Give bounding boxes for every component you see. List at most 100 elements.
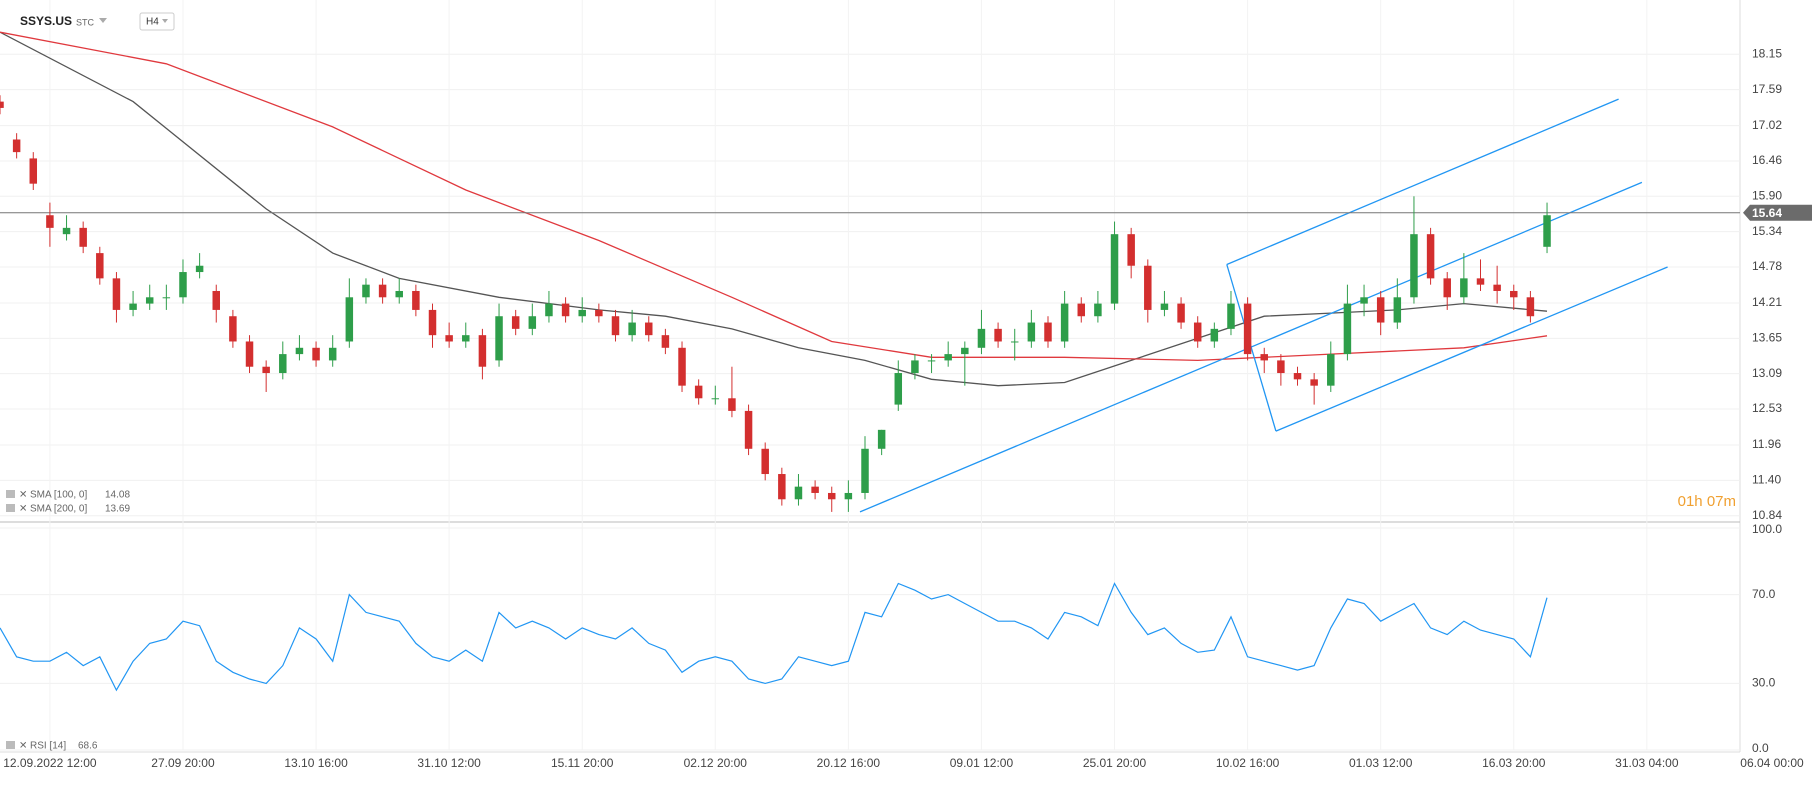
- candle-body: [844, 492, 853, 500]
- candle-body: [944, 354, 952, 361]
- y-tick-label: 15.90: [1752, 188, 1782, 202]
- candle-body: [1127, 234, 1135, 266]
- exchange: STC: [76, 17, 95, 27]
- candle-body: [12, 139, 21, 153]
- legend-x[interactable]: ✕: [19, 490, 27, 501]
- y-tick-label: 11.40: [1752, 473, 1781, 487]
- candle-body: [877, 429, 886, 449]
- candle-body: [811, 486, 819, 493]
- candle-body: [462, 335, 470, 342]
- candle-body: [1243, 303, 1252, 355]
- interval-box[interactable]: [139, 12, 175, 31]
- candle-body: [279, 354, 287, 374]
- candle-body: [595, 309, 603, 317]
- y-tick-label: 10.84: [1752, 508, 1782, 522]
- candle-body: [96, 253, 104, 279]
- candle-body: [561, 303, 570, 317]
- y-tick-label: 13.65: [1752, 330, 1782, 344]
- legend-x[interactable]: ✕: [19, 504, 27, 515]
- candle-body: [212, 290, 220, 310]
- candle-body: [1027, 322, 1036, 342]
- candle-body: [245, 341, 254, 367]
- candle-body: [495, 316, 503, 361]
- legend-icon: [6, 741, 15, 749]
- candle-body: [1410, 234, 1418, 298]
- candle-body: [445, 335, 453, 342]
- candle-body: [1443, 278, 1451, 298]
- candle-body: [62, 227, 71, 235]
- candle-body: [545, 303, 553, 317]
- legend-x[interactable]: ✕: [19, 741, 27, 752]
- grid: [0, 0, 1740, 751]
- x-tick-label: 10.02 16:00: [1216, 756, 1280, 770]
- x-tick-label: 25.01 20:00: [1083, 756, 1147, 770]
- dropdown-arrow[interactable]: [99, 18, 107, 23]
- candle-body: [1260, 354, 1268, 361]
- candle-body: [778, 474, 786, 500]
- candle-body: [345, 297, 354, 342]
- candle-body: [661, 335, 670, 348]
- symbol: SSYS.US: [20, 14, 72, 28]
- candle-body: [395, 290, 403, 298]
- x-tick-label: 15.11 20:00: [551, 756, 614, 770]
- countdown: 01h 07m: [1678, 493, 1736, 510]
- candle-body: [528, 316, 537, 329]
- x-tick-label: 31.03 04:00: [1615, 756, 1679, 770]
- candle-body: [1493, 284, 1501, 291]
- candle-body: [312, 347, 320, 361]
- candle-body: [1476, 278, 1485, 285]
- rsi-line: [0, 582, 1548, 692]
- candle-body: [1393, 297, 1402, 323]
- candle-body: [911, 360, 919, 374]
- candle-body: [1526, 297, 1535, 317]
- candle-body: [678, 347, 686, 386]
- candle-body: [1044, 322, 1052, 342]
- candle-body: [1543, 215, 1551, 247]
- candle-body: [827, 492, 836, 500]
- x-tick-label: 27.09 20:00: [151, 756, 215, 770]
- candle-body: [1293, 373, 1302, 380]
- candle-body: [412, 290, 420, 310]
- candle-body: [229, 316, 237, 342]
- candle-body: [378, 284, 387, 298]
- candle-body: [1426, 234, 1435, 279]
- rsi-tick-label: 100.0: [1752, 522, 1782, 536]
- candle-body: [328, 347, 337, 361]
- x-tick-label: 31.10 12:00: [417, 756, 481, 770]
- x-tick-label: 01.03 12:00: [1349, 756, 1413, 770]
- candle-body: [711, 398, 720, 400]
- candle-body: [1460, 278, 1468, 298]
- rsi-tick-label: 30.0: [1752, 676, 1776, 690]
- candle-body: [1510, 290, 1518, 298]
- candle-body: [1376, 297, 1385, 323]
- y-tick-label: 14.21: [1752, 295, 1782, 309]
- candle-body: [728, 398, 736, 411]
- candle-body: [578, 309, 586, 317]
- candle-body: [295, 347, 304, 355]
- candle-body: [179, 272, 187, 298]
- candle-body: [1094, 303, 1102, 317]
- candle-body: [894, 373, 903, 405]
- x-tick-label: 02.12 20:00: [684, 756, 748, 770]
- legend-value: 13.69: [105, 504, 130, 515]
- candle-body: [1193, 322, 1202, 342]
- candle-body: [861, 448, 869, 493]
- y-tick-label: 15.34: [1752, 224, 1782, 238]
- rsi-name: RSI [14]: [30, 741, 66, 752]
- candle-body: [611, 316, 620, 336]
- candle-body: [1327, 354, 1335, 386]
- candle-body: [794, 486, 803, 500]
- candle-body: [761, 448, 769, 475]
- price-tag-label: 15.64: [1752, 206, 1782, 220]
- y-tick-label: 18.15: [1752, 46, 1782, 60]
- candle-body: [1077, 303, 1086, 317]
- interval: H4: [146, 17, 159, 28]
- candle-body: [262, 366, 270, 374]
- rsi-tick-label: 70.0: [1752, 587, 1776, 601]
- candle-body: [1160, 303, 1169, 310]
- candle-body: [129, 303, 137, 310]
- candle-body: [744, 410, 753, 449]
- candle-body: [1343, 303, 1352, 355]
- candle-body: [195, 265, 204, 273]
- candle-body: [428, 309, 437, 336]
